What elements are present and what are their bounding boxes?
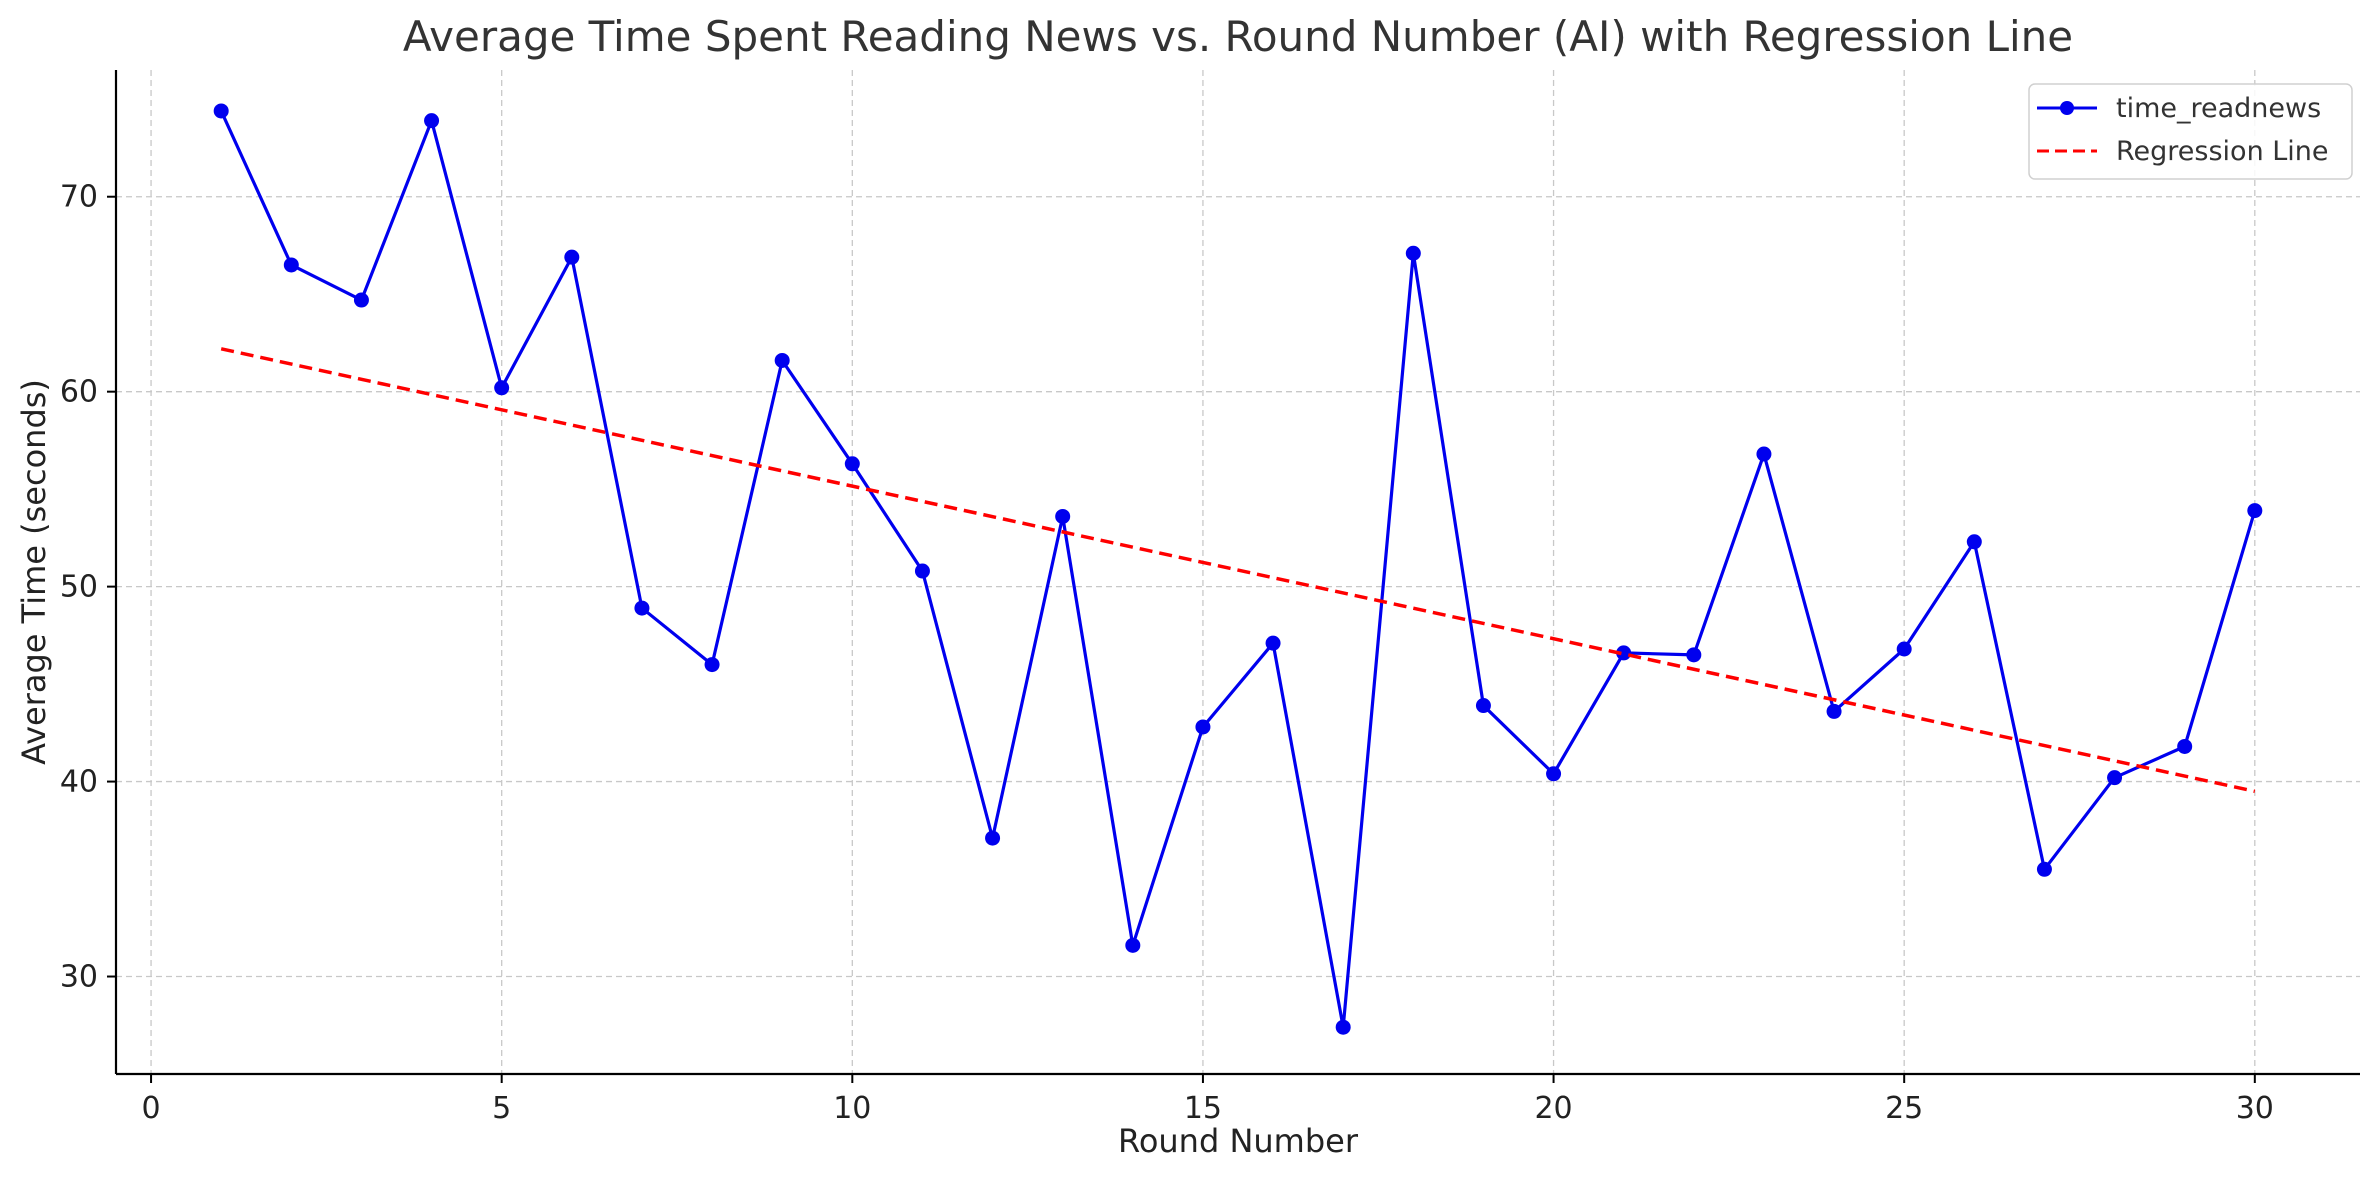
x-axis-label: Round Number: [1118, 1122, 1359, 1160]
grid-layer: [116, 70, 2360, 1074]
data-point: [1125, 937, 1141, 953]
data-point: [564, 249, 580, 265]
data-point: [704, 657, 720, 673]
data-point: [1966, 534, 1982, 550]
legend-marker-time-readnews: [2060, 101, 2074, 115]
data-point: [844, 456, 860, 472]
y-tick-label: 50: [60, 570, 98, 605]
data-point: [1896, 641, 1912, 657]
data-point: [424, 113, 440, 129]
data-point: [1055, 508, 1071, 524]
data-point: [1265, 635, 1281, 651]
data-point: [1405, 245, 1421, 261]
data-point: [1195, 719, 1211, 735]
legend-box: [2028, 83, 2353, 180]
data-point: [914, 563, 930, 579]
x-tick-label: 10: [833, 1091, 871, 1126]
ticks-layer: 0 5 10 15 20 25 30 30 40 50 60 70: [60, 180, 2274, 1126]
x-tick-label: 15: [1184, 1091, 1222, 1126]
y-tick-label: 70: [60, 180, 98, 215]
legend: time_readnews Regression Line: [2028, 83, 2353, 180]
y-tick-label: 30: [60, 960, 98, 995]
data-point: [353, 292, 369, 308]
data-point: [1756, 446, 1772, 462]
x-tick-label: 5: [492, 1091, 511, 1126]
series-layer: [213, 103, 2263, 1035]
chart-title: Average Time Spent Reading News vs. Roun…: [403, 12, 2073, 61]
data-point: [1686, 647, 1702, 663]
data-point: [2107, 770, 2123, 786]
data-point: [1475, 698, 1491, 714]
x-tick-label: 30: [2236, 1091, 2274, 1126]
data-point: [1616, 645, 1632, 661]
data-point: [1546, 766, 1562, 782]
data-point: [774, 352, 790, 368]
y-tick-label: 40: [60, 765, 98, 800]
y-axis-label: Average Time (seconds): [15, 379, 53, 765]
legend-label-regression: Regression Line: [2116, 136, 2329, 167]
data-point: [2177, 738, 2193, 754]
x-tick-label: 20: [1534, 1091, 1572, 1126]
data-point: [213, 103, 229, 119]
data-point: [1826, 703, 1842, 719]
x-tick-label: 0: [142, 1091, 161, 1126]
legend-label-time-readnews: time_readnews: [2116, 93, 2321, 124]
data-point: [2036, 861, 2052, 877]
axes-layer: [114, 70, 2360, 1076]
x-tick-label: 25: [1885, 1091, 1923, 1126]
data-point: [634, 600, 650, 616]
data-point: [985, 830, 1001, 846]
regression-line: [220, 347, 2256, 794]
y-tick-label: 60: [60, 375, 98, 410]
data-point: [1335, 1019, 1351, 1035]
data-point: [283, 257, 299, 273]
data-point: [494, 380, 510, 396]
data-point: [2247, 503, 2263, 519]
series-line-time-readnews: [219, 110, 2257, 1029]
